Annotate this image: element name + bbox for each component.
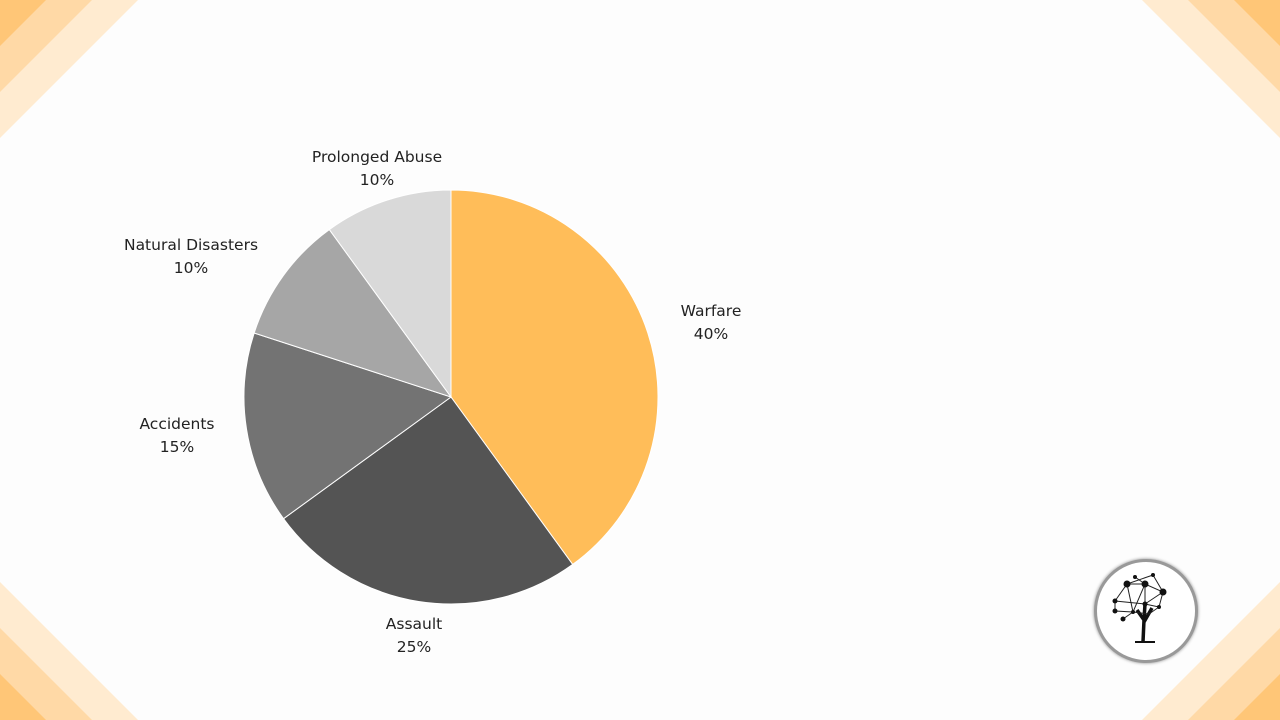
slice-label: Accidents: [139, 415, 215, 433]
pie-slice-assault: [282, 396, 574, 605]
pie-slice-natural-disasters: [253, 228, 453, 398]
slice-percent: 10%: [173, 258, 209, 277]
tree-icon: [1112, 573, 1167, 643]
label-warfare: Warfare 40%: [681, 300, 742, 345]
slice-label: Assault: [385, 615, 443, 633]
slice-label: Prolonged Abuse: [311, 148, 443, 166]
corner-bottom-right: [1142, 582, 1280, 720]
pie-slice-accidents: [243, 332, 453, 520]
slice-label: Natural Disasters: [123, 236, 259, 254]
network-tree-logo: [1094, 559, 1198, 663]
slice-percent: 25%: [396, 637, 432, 656]
corner-bottom-left: [0, 582, 138, 720]
label-prolonged-abuse: Prolonged Abuse 10%: [312, 146, 442, 191]
slice-percent: 15%: [159, 437, 195, 456]
corner-top-left: [0, 0, 138, 138]
label-natural-disasters: Natural Disasters 10%: [124, 234, 258, 279]
label-assault: Assault 25%: [386, 613, 442, 658]
pie-slice-warfare: [450, 189, 659, 566]
pie-slice-prolonged-abuse: [328, 189, 452, 399]
label-accidents: Accidents 15%: [139, 413, 214, 458]
corner-top-right: [1142, 0, 1280, 138]
slice-label: Warfare: [680, 302, 742, 320]
slice-percent: 10%: [359, 170, 395, 189]
slice-percent: 40%: [693, 324, 729, 343]
pie-chart: [243, 189, 659, 605]
